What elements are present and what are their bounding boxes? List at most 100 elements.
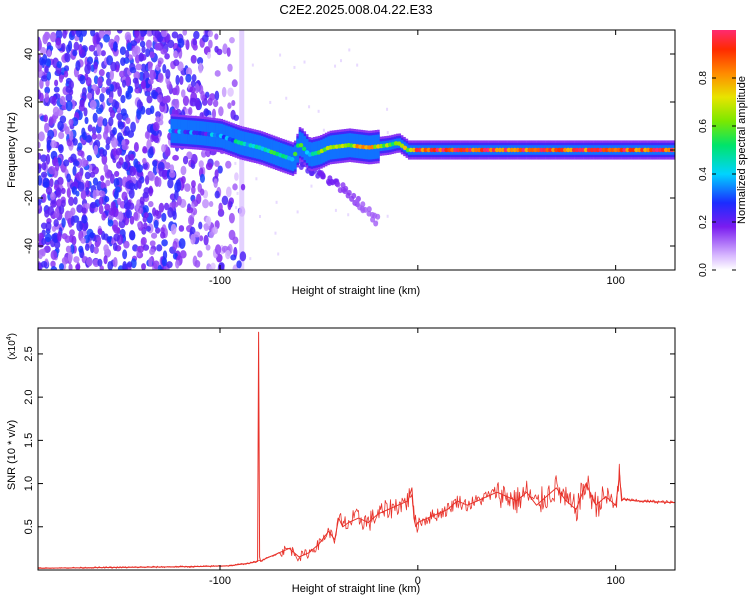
- noise-blob: [139, 196, 145, 205]
- noise-blob: [78, 43, 83, 55]
- noise-blob: [153, 219, 159, 229]
- noise-blob: [112, 127, 117, 136]
- noise-blob: [129, 153, 135, 161]
- noise-blob: [144, 131, 150, 139]
- noise-blob: [64, 52, 71, 63]
- noise-blob: [56, 109, 64, 117]
- noise-blob: [107, 260, 114, 270]
- faint-dot: [277, 252, 280, 256]
- noise-blob: [97, 258, 103, 267]
- noise-blob: [230, 254, 237, 261]
- noise-blob: [97, 118, 103, 128]
- noise-blob: [202, 198, 209, 209]
- branch-blob: [335, 181, 341, 188]
- noise-blob: [140, 237, 147, 246]
- noise-blob: [221, 195, 229, 206]
- noise-blob: [214, 160, 220, 167]
- snr-multiplier-exp: 4: [6, 336, 13, 340]
- noise-blob: [140, 63, 147, 73]
- noise-blob: [186, 151, 193, 160]
- noise-blob: [48, 165, 56, 175]
- noise-blob: [121, 144, 129, 151]
- noise-blob: [116, 197, 122, 206]
- noise-blob: [146, 30, 153, 37]
- noise-blob: [73, 256, 80, 263]
- branch-blob: [360, 201, 366, 208]
- noise-blob: [156, 244, 163, 252]
- faint-dot: [310, 184, 313, 188]
- noise-blob: [130, 121, 136, 133]
- noise-blob: [121, 161, 128, 170]
- noise-blob: [65, 93, 73, 102]
- noise-blob: [136, 110, 142, 120]
- noise-blob: [178, 225, 185, 232]
- noise-blob: [167, 39, 175, 49]
- noise-blob: [91, 133, 98, 140]
- noise-blob: [81, 207, 87, 214]
- noise-blob: [49, 31, 57, 43]
- noise-blob: [97, 228, 103, 235]
- noise-blob: [112, 41, 118, 52]
- noise-blob: [70, 207, 76, 216]
- noise-blob: [51, 225, 57, 232]
- noise-blob: [110, 61, 117, 72]
- noise-blob: [165, 68, 171, 80]
- noise-blob: [112, 256, 118, 268]
- noise-blob: [240, 183, 246, 191]
- noise-blob: [65, 245, 72, 253]
- noise-blob: [77, 142, 83, 151]
- noise-blob: [128, 230, 136, 241]
- noise-blob: [194, 82, 200, 94]
- noise-blob: [80, 190, 87, 200]
- noise-blob: [209, 93, 216, 101]
- noise-blob: [218, 106, 224, 117]
- noise-blob: [68, 263, 73, 270]
- noise-blob: [64, 235, 71, 244]
- branch-blob: [375, 213, 381, 220]
- noise-blob: [112, 207, 119, 218]
- noise-blob: [116, 112, 124, 121]
- noise-blob: [134, 54, 141, 64]
- noise-blob: [62, 30, 67, 39]
- noise-blob: [127, 130, 135, 138]
- noise-blob: [120, 94, 126, 104]
- noise-blob: [116, 30, 123, 34]
- noise-blob: [86, 154, 92, 162]
- noise-blob: [38, 141, 41, 149]
- snr-ytick-label: 0.5: [23, 519, 35, 534]
- noise-blob: [70, 153, 77, 163]
- noise-blob: [70, 215, 75, 226]
- noise-blob: [193, 231, 201, 238]
- noise-blob: [143, 187, 151, 195]
- noise-blob: [96, 236, 102, 246]
- colorbar-gradient: [712, 30, 736, 270]
- noise-blob: [112, 242, 118, 252]
- noise-blob: [143, 222, 148, 230]
- noise-blob: [214, 33, 219, 40]
- noise-blob: [90, 201, 97, 209]
- noise-blob: [134, 78, 140, 90]
- noise-blob: [213, 178, 218, 188]
- noise-blob: [116, 132, 123, 142]
- noise-blob: [190, 233, 196, 245]
- noise-blob: [154, 30, 161, 39]
- noise-blob: [103, 255, 108, 265]
- noise-blob: [58, 131, 65, 140]
- noise-blob: [218, 262, 225, 270]
- noise-blob: [142, 216, 148, 223]
- noise-blob: [175, 179, 181, 187]
- noise-blob: [231, 99, 236, 106]
- noise-blob: [92, 112, 98, 123]
- noise-blob: [185, 73, 192, 83]
- noise-blob: [227, 87, 234, 97]
- noise-blob: [170, 223, 177, 235]
- noise-blob: [71, 186, 77, 195]
- faint-dot: [340, 59, 343, 63]
- noise-blob: [50, 140, 57, 149]
- noise-blob: [184, 183, 191, 192]
- noise-blob: [40, 46, 47, 56]
- noise-blob: [178, 238, 186, 250]
- noise-blob: [161, 257, 168, 267]
- colorbar-tick-label: 0.2: [698, 215, 709, 229]
- noise-blob: [228, 212, 235, 224]
